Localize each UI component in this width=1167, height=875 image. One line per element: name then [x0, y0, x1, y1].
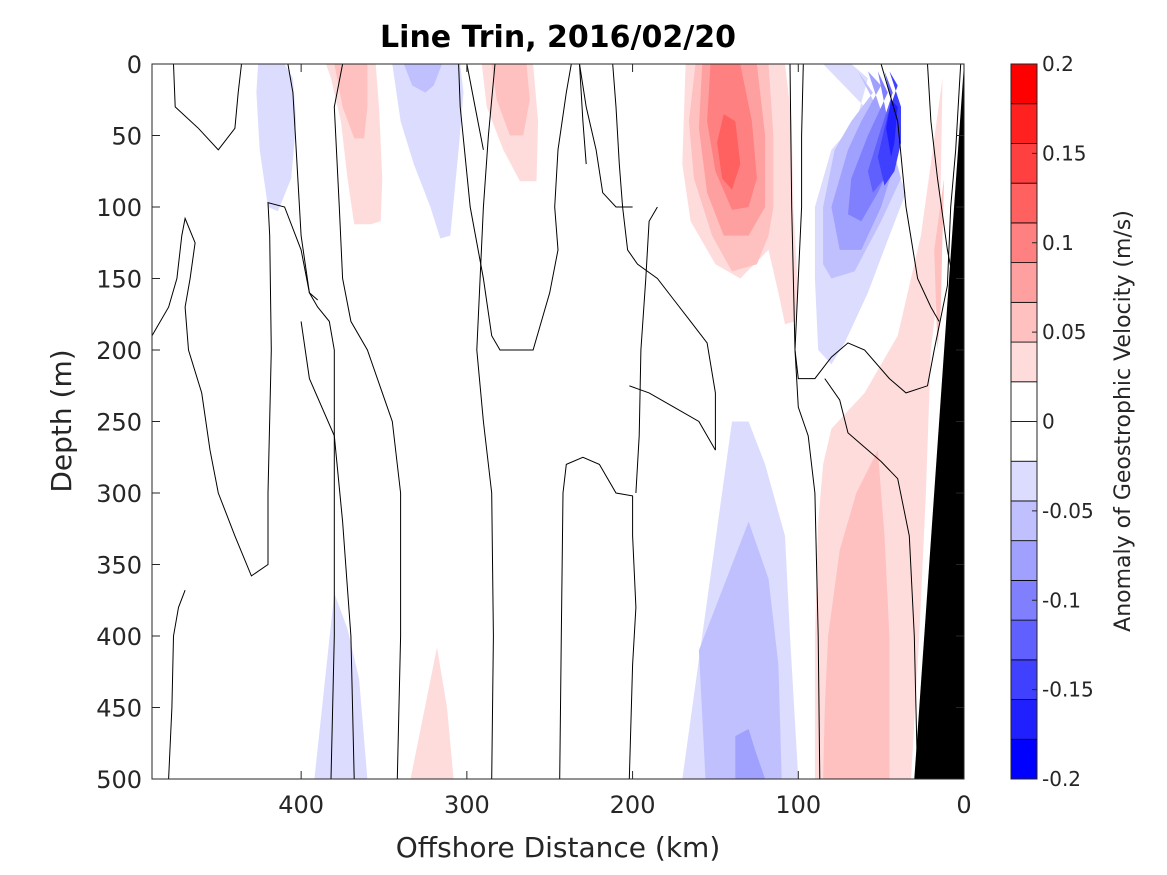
zero-contour-line-10	[629, 385, 716, 451]
colorbar-tick-label: -0.05	[1042, 499, 1094, 523]
colorbar-tick-label: 0.1	[1042, 231, 1074, 255]
y-tick-label: 100	[96, 194, 142, 222]
y-tick-label: 200	[96, 337, 142, 365]
positive-velocity-region-21	[823, 450, 890, 779]
colorbar-tick-label: -0.1	[1042, 588, 1081, 612]
x-tick-label: 200	[610, 791, 656, 819]
x-axis: 400 300 200 100 0	[278, 64, 972, 819]
colorbar-band	[1010, 460, 1038, 502]
zero-contour-line-11	[579, 64, 587, 165]
colorbar-band	[1010, 540, 1038, 581]
colorbar-tick-label: 0.15	[1042, 141, 1087, 165]
y-axis: 0 50 100 150 200 250 300 350 400 450 500	[96, 51, 964, 794]
x-tick-label: 300	[444, 791, 490, 819]
bathymetry-shape	[914, 64, 964, 779]
zero-contour-line-19	[824, 378, 919, 779]
velocity-fill-layer	[256, 64, 945, 779]
colorbar: 0.2 0.15 0.1 0.05 0 -0.05 -0.1 -0.15 -0.2	[1010, 52, 1094, 791]
colorbar-band	[1010, 103, 1038, 144]
zero-contour-line-0	[173, 64, 242, 151]
x-tick-label: 400	[278, 791, 324, 819]
colorbar-tick-label: -0.2	[1042, 767, 1081, 791]
zero-contour-line-3	[300, 321, 355, 779]
zero-contour-line-5	[333, 64, 402, 779]
zero-contour-line-12	[579, 64, 633, 208]
y-tick-label: 150	[96, 266, 142, 294]
bathymetry-layer	[914, 64, 964, 779]
colorbar-band	[1010, 262, 1038, 303]
y-tick-label: 400	[96, 623, 142, 651]
colorbar-tick-label: 0.2	[1042, 52, 1074, 76]
colorbar-band	[1010, 421, 1038, 462]
positive-velocity-region-6	[491, 64, 530, 136]
zero-contour-line-4	[168, 590, 186, 779]
negative-velocity-region-25	[314, 593, 368, 779]
colorbar-band	[1010, 182, 1038, 224]
positive-velocity-region-26	[410, 647, 454, 779]
colorbar-title: Anomaly of Geostrophic Velocity (m/s)	[1111, 210, 1136, 632]
negative-velocity-region-4	[403, 64, 442, 93]
zero-contour-line-8	[458, 64, 572, 351]
y-tick-label: 500	[96, 766, 142, 794]
colorbar-band	[1010, 301, 1038, 343]
colorbar-band	[1010, 341, 1038, 383]
positive-velocity-region-11	[717, 114, 741, 190]
negative-velocity-region-23	[698, 521, 782, 779]
negative-velocity-region-0	[256, 64, 297, 212]
zero-contour-line-2	[287, 64, 319, 301]
zero-contour-line-1	[152, 202, 335, 779]
x-tick-label: 0	[956, 791, 971, 819]
colorbar-tick-label: 0.05	[1042, 320, 1087, 344]
zero-contour-line-9	[612, 64, 716, 451]
colorbar-band	[1010, 143, 1038, 184]
zero-contour-line-14	[559, 456, 637, 779]
positive-velocity-region-2	[334, 64, 368, 139]
negative-velocity-region-15	[848, 71, 892, 222]
colorbar-band	[1010, 63, 1038, 105]
colorbar-tick-label: 0	[1042, 410, 1055, 434]
colorbar-band	[1010, 500, 1038, 542]
zero-contour-line-6	[476, 64, 496, 779]
y-tick-label: 350	[96, 552, 142, 580]
zero-contour-line-13	[635, 206, 658, 494]
positive-velocity-region-1	[326, 64, 383, 225]
negative-velocity-region-18	[886, 99, 898, 157]
y-tick-label: 450	[96, 695, 142, 723]
x-tick-label: 100	[775, 791, 821, 819]
zero-contour-line-16	[789, 64, 821, 779]
zero-contour-line-17	[823, 64, 940, 322]
y-tick-label: 250	[96, 409, 142, 437]
negative-velocity-region-24	[735, 729, 766, 779]
negative-velocity-region-3	[392, 64, 464, 239]
colorbar-band	[1010, 699, 1038, 740]
chart-title: Line Trin, 2016/02/20	[380, 20, 736, 55]
y-axis-title: Depth (m)	[45, 349, 78, 492]
x-axis-title: Offshore Distance (km)	[396, 831, 721, 864]
y-tick-label: 300	[96, 480, 142, 508]
y-tick-label: 0	[127, 51, 142, 79]
zero-contour-line-15	[794, 64, 962, 394]
colorbar-tick-label: -0.15	[1042, 678, 1094, 702]
zero-contour-line-7	[466, 64, 484, 150]
colorbar-band	[1010, 659, 1038, 700]
colorbar-band	[1010, 738, 1038, 780]
colorbar-band	[1010, 381, 1038, 422]
zero-contour-layer	[152, 64, 962, 779]
y-tick-label: 50	[111, 123, 142, 151]
positive-velocity-region-20	[934, 178, 945, 350]
colorbar-band	[1010, 619, 1038, 661]
